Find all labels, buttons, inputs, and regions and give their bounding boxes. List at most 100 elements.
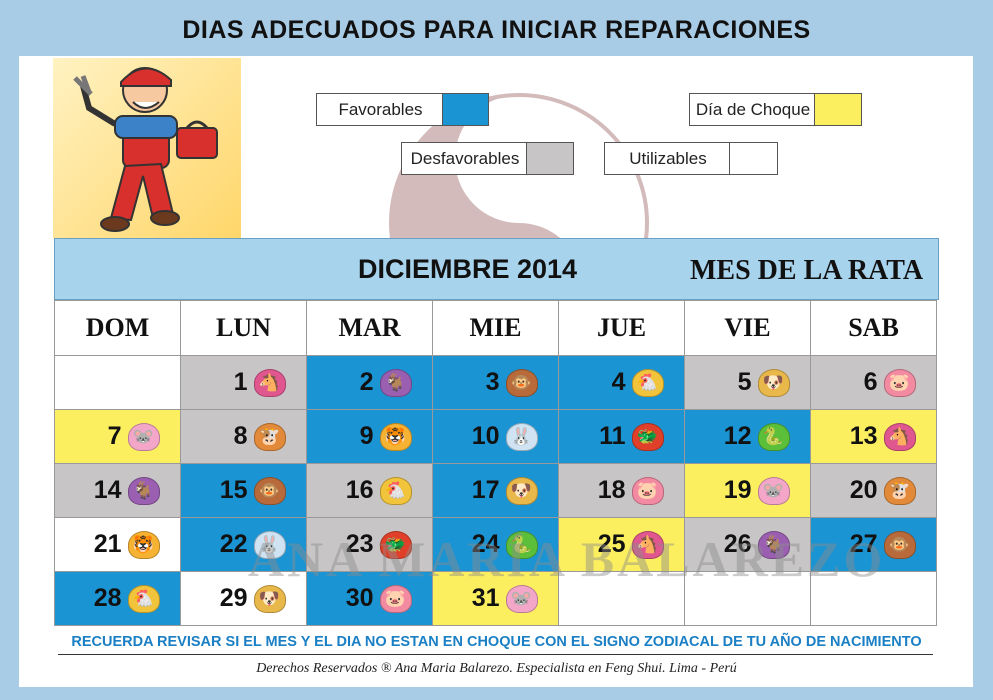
calendar-empty-cell <box>810 571 937 626</box>
rooster-icon: 🐔 <box>379 476 412 505</box>
tiger-icon: 🐯 <box>379 422 412 451</box>
day-number: 18 <box>597 476 626 504</box>
dog-icon: 🐶 <box>757 368 790 397</box>
calendar-week-row: 21 🐯 22 🐰 23 🐲 24 🐍 25 🐴 26 🐐 27 🐵 <box>54 517 937 572</box>
weekday-header: DOM <box>54 300 181 356</box>
day-number: 31 <box>471 584 500 612</box>
calendar-day-cell: 25 🐴 <box>558 517 685 572</box>
day-number: 11 <box>599 422 626 450</box>
calendar-day-cell: 7 🐭 <box>54 409 181 464</box>
day-number: 4 <box>611 368 626 396</box>
calendar-day-cell: 19 🐭 <box>684 463 811 518</box>
day-number: 25 <box>597 530 626 558</box>
monkey-icon: 🐵 <box>505 368 538 397</box>
day-number: 24 <box>471 530 500 558</box>
rooster-icon: 🐔 <box>127 584 160 613</box>
repairman-icon <box>73 67 218 232</box>
legend-dia-de-choque: Día de Choque <box>689 93 862 126</box>
calendar-day-cell: 12 🐍 <box>684 409 811 464</box>
calendar-day-cell: 8 🐮 <box>180 409 307 464</box>
day-number: 26 <box>723 530 752 558</box>
calendar-day-cell: 21 🐯 <box>54 517 181 572</box>
calendar-month: DICIEMBRE 2014 <box>358 254 578 284</box>
day-number: 15 <box>219 476 248 504</box>
legend-label: Desfavorables <box>410 148 520 168</box>
legend-favorables: Favorables <box>316 93 489 126</box>
goat-icon: 🐐 <box>757 530 790 559</box>
calendar-empty-cell <box>54 355 181 410</box>
calendar-week-row: 28 🐔 29 🐶 30 🐷 31 🐭 <box>54 571 937 626</box>
calendar-day-cell: 2 🐐 <box>306 355 433 410</box>
day-number: 3 <box>485 368 500 396</box>
calendar-week-row: 14 🐐 15 🐵 16 🐔 17 🐶 18 🐷 19 🐭 20 🐮 <box>54 463 937 518</box>
day-number: 9 <box>359 422 374 450</box>
goat-icon: 🐐 <box>379 368 412 397</box>
goat-icon: 🐐 <box>127 476 160 505</box>
calendar-day-cell: 16 🐔 <box>306 463 433 518</box>
day-number: 6 <box>863 368 878 396</box>
calendar-day-cell: 11 🐲 <box>558 409 685 464</box>
horse-icon: 🐴 <box>631 530 664 559</box>
weekday-header: VIE <box>684 300 811 356</box>
legend-label: Día de Choque <box>695 99 811 119</box>
day-number: 19 <box>723 476 752 504</box>
calendar-day-cell: 6 🐷 <box>810 355 937 410</box>
calendar-day-cell: 5 🐶 <box>684 355 811 410</box>
legend-swatch-favorables <box>442 94 488 125</box>
day-number: 14 <box>93 476 122 504</box>
calendar-day-cell: 15 🐵 <box>180 463 307 518</box>
repairman-illustration <box>53 58 241 238</box>
calendar-day-cell: 10 🐰 <box>432 409 559 464</box>
rooster-icon: 🐔 <box>631 368 664 397</box>
day-number: 5 <box>737 368 752 396</box>
legend-utilizables: Utilizables <box>604 142 778 175</box>
reminder-text: RECUERDA REVISAR SI EL MES Y EL DIA NO E… <box>71 634 922 650</box>
calendar-day-cell: 30 🐷 <box>306 571 433 626</box>
calendar-empty-cell <box>684 571 811 626</box>
calendar-week-row: 1 🐴 2 🐐 3 🐵 4 🐔 5 🐶 6 🐷 <box>54 355 937 410</box>
dragon-icon: 🐲 <box>631 422 664 451</box>
calendar-day-cell: 13 🐴 <box>810 409 937 464</box>
horse-icon: 🐴 <box>253 368 286 397</box>
horse-icon: 🐴 <box>883 422 916 451</box>
calendar-day-cell: 29 🐶 <box>180 571 307 626</box>
day-number: 28 <box>93 584 122 612</box>
rat-icon: 🐭 <box>127 422 160 451</box>
calendar-empty-cell <box>558 571 685 626</box>
day-number: 22 <box>219 530 248 558</box>
legend-swatch-desfavorables <box>526 143 573 174</box>
day-number: 21 <box>93 530 122 558</box>
calendar-day-cell: 24 🐍 <box>432 517 559 572</box>
ox-icon: 🐮 <box>253 422 286 451</box>
monkey-icon: 🐵 <box>253 476 286 505</box>
calendar-day-cell: 27 🐵 <box>810 517 937 572</box>
monkey-icon: 🐵 <box>883 530 916 559</box>
day-number: 13 <box>849 422 878 450</box>
calendar-day-cell: 1 🐴 <box>180 355 307 410</box>
rat-icon: 🐭 <box>505 584 538 613</box>
weekday-header: JUE <box>558 300 685 356</box>
rabbit-icon: 🐰 <box>253 530 286 559</box>
legend-label: Utilizables <box>629 148 707 168</box>
day-number: 12 <box>723 422 752 450</box>
ox-icon: 🐮 <box>883 476 916 505</box>
copyright-text: Derechos Reservados ® Ana Maria Balarezo… <box>256 661 737 676</box>
calendar-day-cell: 28 🐔 <box>54 571 181 626</box>
weekday-header: SAB <box>810 300 937 356</box>
snake-icon: 🐍 <box>757 422 790 451</box>
day-number: 29 <box>219 584 248 612</box>
day-number: 8 <box>233 422 248 450</box>
dog-icon: 🐶 <box>505 476 538 505</box>
weekday-row: DOM LUN MAR MIE JUE VIE SAB <box>54 300 937 356</box>
calendar-week-row: 7 🐭 8 🐮 9 🐯 10 🐰 11 🐲 12 🐍 13 🐴 <box>54 409 937 464</box>
weekday-header: MAR <box>306 300 433 356</box>
calendar-body: 1 🐴 2 🐐 3 🐵 4 🐔 5 🐶 6 🐷 7 🐭 8 🐮 9 🐯 10 🐰 11 🐲 12 🐍 13 🐴 14 🐐 15 🐵 16 🐔 1… <box>54 355 937 626</box>
calendar-grid: DOM LUN MAR MIE JUE VIE SAB 1 🐴 2 🐐 3 🐵 4 🐔 5 🐶 6 🐷… <box>54 300 937 626</box>
calendar-day-cell: 14 🐐 <box>54 463 181 518</box>
watermark: ANA MARÍA BALAREZO <box>248 531 886 587</box>
rat-icon: 🐭 <box>757 476 790 505</box>
calendar-day-cell: 20 🐮 <box>810 463 937 518</box>
pig-icon: 🐷 <box>883 368 916 397</box>
day-number: 30 <box>345 584 374 612</box>
